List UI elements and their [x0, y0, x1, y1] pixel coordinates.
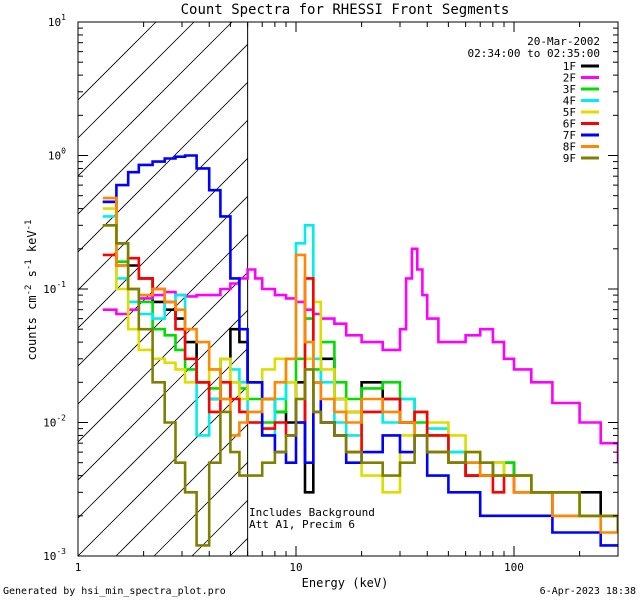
series-line-9F	[102, 224, 618, 547]
x-axis-label: Energy (keV)	[302, 576, 389, 590]
series-line-7F	[102, 154, 618, 547]
plot-date: 20-Mar-2002	[527, 35, 600, 48]
legend-label-2F: 2F	[563, 72, 576, 85]
legend-label-3F: 3F	[563, 83, 576, 96]
y-tick-label: 10-3	[43, 547, 66, 563]
y-axis-label: counts cm-2 s-1 keV-1	[24, 220, 39, 361]
x-tick-label: 100	[504, 561, 524, 574]
footer-generated-by: Generated by hsi_min_spectra_plot.pro	[3, 586, 226, 597]
legend-label-8F: 8F	[563, 141, 576, 154]
note-background: Includes Background	[249, 506, 375, 519]
y-tick-label: 101	[48, 13, 66, 29]
y-tick-label: 10-2	[43, 414, 66, 430]
legend-label-7F: 7F	[563, 129, 576, 142]
x-tick-label: 10	[289, 561, 302, 574]
excluded-energy-region	[78, 22, 249, 556]
legend-label-5F: 5F	[563, 106, 576, 119]
legend-label-1F: 1F	[563, 60, 576, 73]
legend-label-9F: 9F	[563, 152, 576, 165]
y-tick-label: 10-1	[43, 280, 66, 296]
series-line-8F	[102, 196, 618, 534]
y-tick-label: 100	[48, 147, 66, 163]
x-tick-label: 1	[75, 561, 82, 574]
excluded-region-hatch	[78, 22, 248, 556]
legend-label-6F: 6F	[563, 118, 576, 131]
chart-title: Count Spectra for RHESSI Front Segments	[181, 2, 510, 18]
legend-label-4F: 4F	[563, 95, 576, 108]
note-attenuator: Att A1, Precim 6	[249, 518, 355, 531]
plot-time-range: 02:34:00 to 02:35:00	[468, 47, 600, 60]
series-line-5F	[102, 207, 618, 533]
footer-timestamp: 6-Apr-2023 18:38	[540, 586, 636, 597]
